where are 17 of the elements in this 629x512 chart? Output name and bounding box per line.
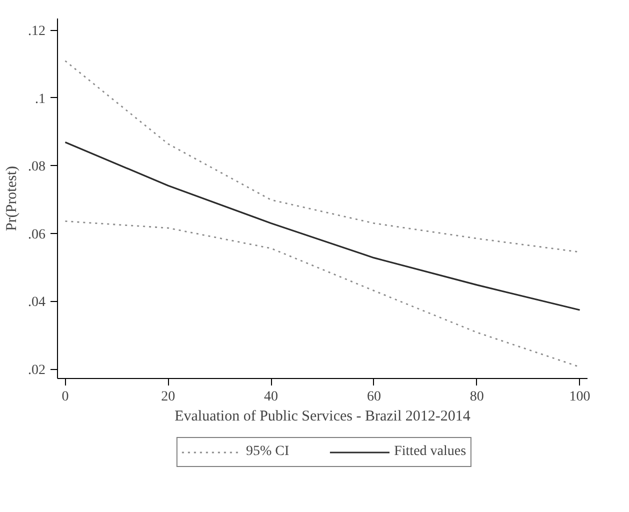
y-tick-label: .08: [28, 160, 46, 175]
y-axis-title: Pr(Protest): [4, 166, 20, 231]
y-tick-label: .06: [28, 227, 46, 242]
line-series: [64, 141, 581, 311]
x-tick-label: 80: [470, 390, 484, 404]
x-tick-label: 0: [62, 390, 69, 404]
x-tick-label: 100: [569, 390, 590, 404]
y-tick-label: .04: [28, 295, 46, 310]
y-tick-label: .02: [28, 363, 46, 378]
legend-label: Fitted values: [394, 444, 466, 460]
x-tick-label: 60: [366, 390, 381, 404]
x-tick-label: 20: [161, 390, 176, 404]
x-axis-title: Evaluation of Public Services - Brazil 2012-2014: [174, 408, 471, 424]
y-tick-label: .12: [28, 24, 46, 40]
legend-label: 95% CI: [246, 444, 290, 460]
y-tick-label: .1: [35, 92, 46, 107]
x-tick-label: 40: [264, 390, 278, 404]
